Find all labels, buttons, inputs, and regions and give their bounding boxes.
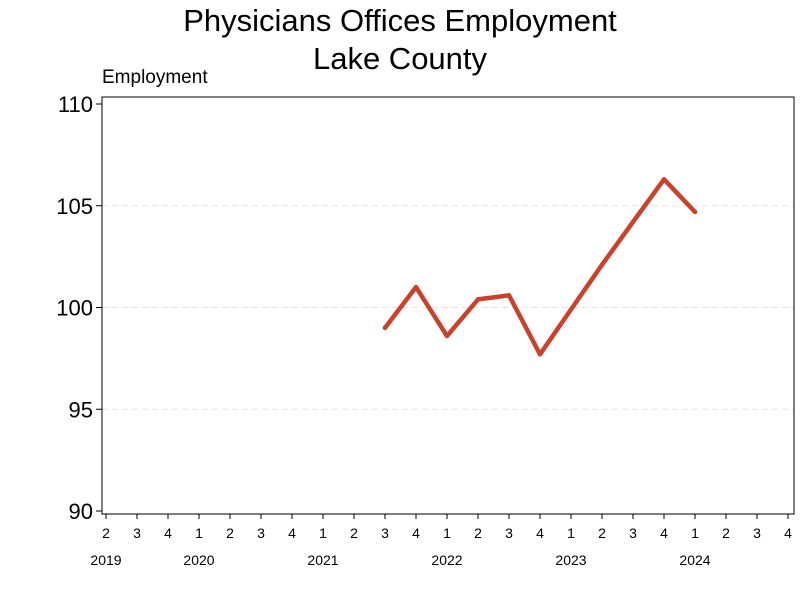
data-point: [444, 333, 450, 339]
x-year-label: 2021: [307, 552, 338, 568]
x-tick-label: 4: [412, 525, 420, 541]
y-tick-label: 105: [56, 194, 93, 219]
y-tick-label: 100: [56, 296, 93, 321]
x-tick-label: 1: [567, 525, 575, 541]
x-year-label: 2022: [431, 552, 462, 568]
data-point: [568, 307, 574, 312]
x-tick-label: 2: [722, 525, 730, 541]
x-tick-label: 3: [133, 525, 141, 541]
x-year-label: 2020: [183, 552, 214, 568]
x-tick-label: 2: [226, 525, 234, 541]
data-point: [537, 352, 543, 357]
x-tick-label: 2: [474, 525, 482, 541]
x-year-label: 2019: [90, 552, 121, 568]
y-tick-label: 90: [69, 499, 93, 524]
x-tick-label: 3: [753, 525, 761, 541]
x-tick-label: 3: [257, 525, 265, 541]
x-year-label: 2023: [555, 552, 586, 568]
x-tick-label: 1: [195, 525, 203, 541]
data-point: [661, 177, 667, 182]
x-tick-label: 1: [443, 525, 451, 541]
x-tick-label: 1: [691, 525, 699, 541]
x-tick-label: 3: [629, 525, 637, 541]
data-point: [475, 297, 481, 302]
data-point: [599, 262, 605, 267]
chart-title-block: Physicians Offices Employment Lake Count…: [0, 2, 800, 78]
x-tick-label: 2: [102, 525, 110, 541]
x-tick-label: 4: [784, 525, 792, 541]
data-point: [506, 293, 512, 298]
y-tick-label: 95: [69, 397, 93, 422]
chart-subtitle: Lake County: [312, 41, 488, 76]
data-point: [692, 209, 698, 215]
data-point: [413, 284, 419, 290]
plot-frame: [101, 96, 795, 515]
x-tick-label: 1: [319, 525, 327, 541]
series-line: [382, 177, 698, 357]
data-point: [382, 325, 388, 331]
x-tick-label: 4: [536, 525, 544, 541]
x-tick-label: 2: [350, 525, 358, 541]
x-tick-label: 4: [164, 525, 172, 541]
data-point: [630, 219, 636, 225]
x-year-label: 2024: [679, 552, 710, 568]
x-tick-label: 3: [381, 525, 389, 541]
chart-title: Physicians Offices Employment: [183, 3, 617, 38]
x-tick-label: 3: [505, 525, 513, 541]
x-tick-label: 4: [288, 525, 296, 541]
x-tick-label: 4: [660, 525, 668, 541]
x-tick-label: 2: [598, 525, 606, 541]
y-axis-label: Employment: [102, 67, 208, 88]
y-tick-label: 110: [58, 92, 93, 117]
